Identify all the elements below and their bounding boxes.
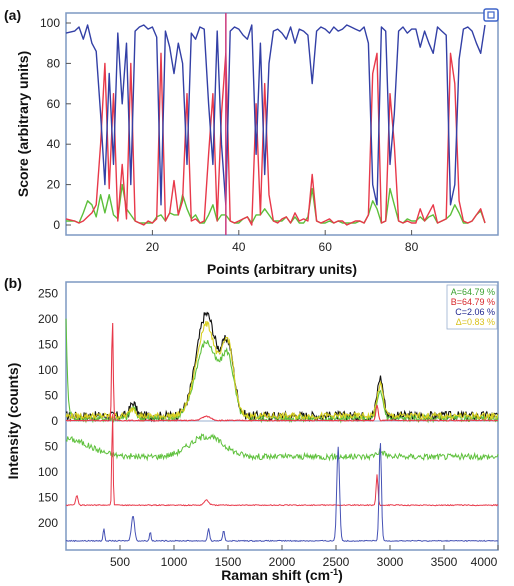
b-xtick-label: 2500 (323, 555, 350, 569)
legend-b: B=64.79 % (451, 297, 495, 307)
b-ytick-label: 0 (51, 414, 58, 428)
b-upper-series-B (65, 322, 499, 422)
b-ytick-label: 100 (38, 363, 58, 377)
b-lower-series-C-component (65, 443, 499, 543)
panel-b-series (65, 311, 499, 543)
b-ytick-label: 150 (38, 338, 58, 352)
legend-c: C=2.06 % (455, 307, 495, 317)
a-ytick-label: 60 (47, 97, 61, 111)
a-xtick-label: 40 (232, 240, 246, 254)
legend-a: A=64.79 % (451, 287, 495, 297)
b-xtick-label: 1500 (215, 555, 242, 569)
a-xtick-label: 20 (146, 240, 160, 254)
panel-a-ticks: 0 20 40 60 80 100 20 40 60 80 (40, 16, 419, 254)
panel-a-corner-button[interactable] (483, 8, 499, 22)
b-ytick-label: 150 (38, 491, 58, 505)
b-xtick-label: 2000 (269, 555, 296, 569)
a-ytick-label: 0 (53, 218, 60, 232)
b-ytick-label: 100 (38, 465, 58, 479)
b-xtick-label: 500 (110, 555, 130, 569)
b-ytick-label: 50 (45, 389, 59, 403)
a-xtick-label: 60 (319, 240, 333, 254)
a-ytick-label: 80 (47, 56, 61, 70)
b-ytick-label: 200 (38, 516, 58, 530)
legend-delta: Δ=0.83 % (456, 317, 495, 327)
panel-a-xlabel: Points (arbitrary units) (207, 261, 357, 277)
a-ytick-label: 20 (47, 178, 61, 192)
panel-a-ylabel: Score (arbitrary units) (15, 51, 31, 197)
b-lower-series-A-component (65, 433, 499, 462)
panel-b-label: (b) (4, 275, 22, 291)
b-ytick-label: 200 (38, 312, 58, 326)
panel-b-ylabel: Intensity (counts) (5, 363, 21, 480)
series-blue-line (65, 24, 486, 206)
b-ytick-label: 250 (38, 287, 58, 301)
b-xtick-label: 3000 (377, 555, 404, 569)
a-ytick-label: 100 (40, 16, 60, 30)
panel-b-ticks: 0 50 100 150 200 250 50 100 150 200 500 1000 1500 200… (38, 287, 499, 569)
b-upper-series-fit (65, 320, 499, 421)
panel-b-xlabel: Raman shift (cm-1) (221, 567, 343, 583)
a-xtick-label: 80 (405, 240, 419, 254)
a-ytick-label: 40 (47, 137, 61, 151)
b-lower-series-B-component (65, 414, 499, 507)
panel-a-label: (a) (4, 7, 21, 23)
b-xtick-label: 4000 (471, 555, 498, 569)
panel-a-series (65, 24, 486, 226)
panel-a-plot-area (65, 12, 499, 236)
b-ytick-label: 50 (45, 440, 59, 454)
series-red-line (65, 52, 486, 226)
b-xtick-label: 1000 (161, 555, 188, 569)
b-xtick-label: 3500 (431, 555, 458, 569)
panel-b-legend: A=64.79 % B=64.79 % C=2.06 % Δ=0.83 % (446, 284, 498, 330)
